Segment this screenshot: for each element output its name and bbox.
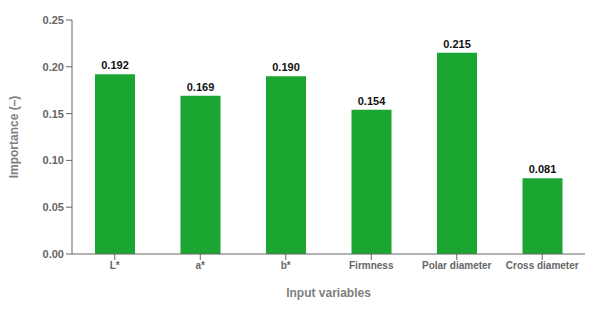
- svg-text:b*: b*: [281, 260, 291, 271]
- svg-text:Firmness: Firmness: [349, 260, 394, 271]
- svg-text:Importance (–): Importance (–): [8, 96, 21, 179]
- svg-text:Cross diameter: Cross diameter: [506, 260, 579, 271]
- svg-text:0.190: 0.190: [272, 61, 300, 73]
- svg-text:L*: L*: [110, 260, 120, 271]
- svg-text:0.15: 0.15: [43, 108, 64, 120]
- svg-text:0.00: 0.00: [43, 248, 64, 260]
- svg-text:0.05: 0.05: [43, 201, 64, 213]
- svg-text:0.169: 0.169: [187, 81, 215, 93]
- svg-text:Polar diameter: Polar diameter: [422, 260, 492, 271]
- svg-text:0.215: 0.215: [443, 38, 471, 50]
- svg-text:0.25: 0.25: [43, 14, 64, 26]
- svg-text:0.192: 0.192: [101, 59, 129, 71]
- svg-text:0.10: 0.10: [43, 154, 64, 166]
- svg-text:0.081: 0.081: [529, 163, 557, 175]
- svg-text:a*: a*: [196, 260, 206, 271]
- svg-text:Input variables: Input variables: [286, 286, 371, 300]
- svg-text:0.20: 0.20: [43, 61, 64, 73]
- svg-text:0.154: 0.154: [358, 95, 386, 107]
